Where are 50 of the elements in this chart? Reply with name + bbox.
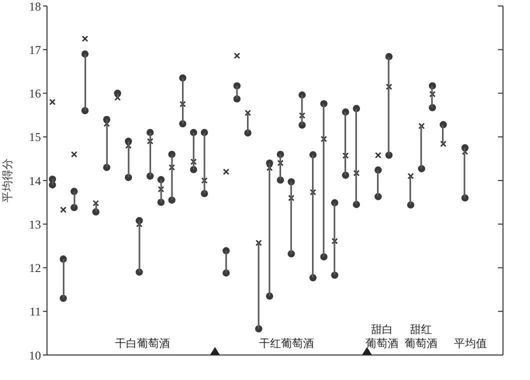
- point: [201, 177, 208, 184]
- point: [244, 110, 252, 116]
- annotation: 平均值: [454, 337, 488, 350]
- point: [180, 100, 186, 108]
- point: [386, 84, 392, 90]
- y-tick-label: 17: [29, 42, 41, 57]
- y-tick-label: 15: [29, 130, 41, 144]
- point: [146, 138, 154, 144]
- y-tick-label: 16: [29, 86, 41, 101]
- point: [353, 170, 360, 176]
- point: [310, 189, 316, 196]
- point: [374, 152, 382, 158]
- point: [92, 200, 100, 206]
- point: [342, 152, 349, 159]
- point: [168, 164, 176, 171]
- point: [234, 52, 240, 59]
- point: [440, 140, 446, 148]
- annotation: 干红葡萄酒: [258, 337, 315, 351]
- point: [158, 186, 164, 192]
- annotation: 甜白葡萄酒: [365, 323, 398, 350]
- point: [429, 90, 436, 98]
- point: [70, 151, 78, 158]
- y-tick-label: 18: [29, 0, 41, 14]
- point: [418, 122, 425, 130]
- point: [462, 148, 468, 155]
- point: [266, 164, 273, 172]
- y-tick-label: 14: [29, 174, 41, 188]
- annotation: 干白葡萄酒: [114, 337, 171, 351]
- y-tick-label: 11: [29, 304, 41, 319]
- point: [222, 168, 230, 175]
- point: [60, 206, 66, 213]
- point: [277, 160, 284, 166]
- point: [104, 120, 110, 127]
- point: [49, 98, 56, 106]
- point: [82, 36, 88, 42]
- y-tick-label: 13: [29, 217, 41, 232]
- point: [256, 240, 262, 246]
- point: [114, 94, 121, 101]
- point: [136, 220, 142, 228]
- y-tick-label: 12: [29, 261, 41, 276]
- point: [288, 194, 294, 202]
- point: [190, 158, 197, 165]
- point: [125, 142, 132, 149]
- y-axis-title: 平均得分: [0, 158, 14, 202]
- point: [298, 112, 306, 119]
- point: [408, 172, 414, 180]
- y-tick-label: 10: [29, 348, 41, 362]
- annotation: 甜红葡萄酒: [404, 323, 438, 350]
- point: [332, 238, 338, 244]
- point: [320, 136, 328, 142]
